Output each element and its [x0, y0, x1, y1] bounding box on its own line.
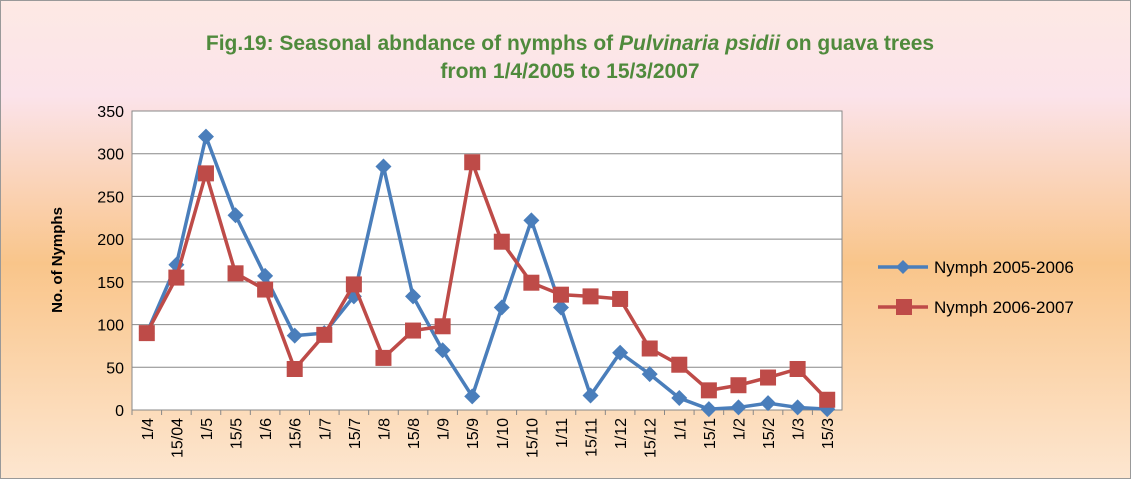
marker	[197, 128, 214, 145]
marker	[700, 382, 717, 399]
x-tick-label: 1/10	[495, 418, 512, 449]
y-tick-label: 250	[97, 189, 124, 206]
marker	[286, 327, 303, 344]
x-tick-label: 1/8	[376, 418, 393, 440]
marker	[286, 360, 303, 377]
marker	[552, 299, 569, 316]
x-tick-label: 15/12	[643, 418, 660, 458]
marker	[375, 158, 392, 175]
marker	[730, 377, 747, 394]
x-tick-label: 1/9	[436, 418, 453, 440]
marker	[582, 288, 599, 305]
x-tick-label: 15/6	[288, 418, 305, 449]
marker	[405, 322, 422, 339]
marker	[730, 399, 747, 416]
y-tick-label: 50	[106, 360, 124, 377]
y-tick-label: 300	[97, 147, 124, 164]
chart-title: Fig.19: Seasonal abndance of nymphs of P…	[206, 32, 934, 55]
x-tick-label: 1/5	[199, 418, 216, 440]
plot-area	[131, 110, 843, 411]
marker	[197, 165, 214, 182]
marker	[523, 274, 540, 291]
marker	[612, 344, 629, 361]
marker	[789, 360, 806, 377]
x-tick-label: 1/6	[258, 418, 275, 440]
marker	[227, 207, 244, 224]
marker	[671, 356, 688, 373]
title-part: Fig.19: Seasonal abndance of nymphs of	[206, 32, 619, 55]
marker	[760, 395, 777, 412]
legend-marker	[896, 260, 910, 274]
x-tick-label: 1/12	[613, 418, 630, 449]
y-tick-label: 100	[97, 318, 124, 335]
marker	[138, 325, 155, 342]
x-tick-label: 15/5	[229, 418, 246, 449]
marker	[493, 299, 510, 316]
marker	[700, 401, 717, 418]
marker	[464, 388, 481, 405]
title-part: Pulvinaria psidii	[619, 32, 781, 55]
x-tick-label: 1/11	[554, 418, 571, 448]
marker	[375, 349, 392, 366]
marker	[493, 233, 510, 250]
x-tick-label: 1/4	[140, 418, 157, 440]
x-tick-label: 1/3	[791, 418, 808, 440]
x-tick-label: 1/7	[317, 418, 334, 440]
y-tick-label: 0	[115, 403, 124, 420]
marker	[671, 390, 688, 407]
x-tick-label: 15/9	[465, 418, 482, 449]
x-tick-label: 15/2	[761, 418, 778, 449]
marker	[819, 391, 836, 408]
x-tick-label: 15/11	[584, 418, 601, 457]
marker	[641, 340, 658, 357]
marker	[552, 286, 569, 303]
x-tick-label: 15/1	[702, 418, 719, 449]
x-tick-label: 1/1	[672, 418, 689, 440]
legend-label: Nymph 2006-2007	[934, 298, 1074, 317]
y-tick-label: 150	[97, 275, 124, 292]
x-tick-label: 15/3	[820, 418, 837, 449]
marker	[405, 288, 422, 305]
y-tick-label: 200	[97, 232, 124, 249]
legend-label: Nymph 2005-2006	[934, 258, 1074, 277]
marker	[612, 290, 629, 307]
y-axis-label: No. of Nymphs	[49, 207, 66, 313]
x-tick-label: 15/04	[169, 418, 186, 458]
marker	[523, 212, 540, 229]
marker	[789, 399, 806, 416]
marker	[345, 276, 362, 293]
marker	[257, 281, 274, 298]
marker	[168, 269, 185, 286]
marker	[760, 369, 777, 386]
x-tick-label: 15/8	[406, 418, 423, 449]
marker	[316, 326, 333, 343]
marker	[434, 342, 451, 359]
y-tick-label: 350	[97, 104, 124, 121]
marker	[582, 387, 599, 404]
marker	[641, 366, 658, 383]
title-part: on guava trees	[780, 32, 934, 55]
x-tick-label: 1/2	[731, 418, 748, 440]
x-tick-label: 15/10	[524, 418, 541, 458]
marker	[434, 318, 451, 335]
x-tick-label: 15/7	[347, 418, 364, 449]
chart-title: from 1/4/2005 to 15/3/2007	[440, 60, 699, 83]
marker	[464, 154, 481, 171]
marker	[257, 267, 274, 284]
legend-marker	[896, 299, 912, 315]
marker	[227, 265, 244, 282]
